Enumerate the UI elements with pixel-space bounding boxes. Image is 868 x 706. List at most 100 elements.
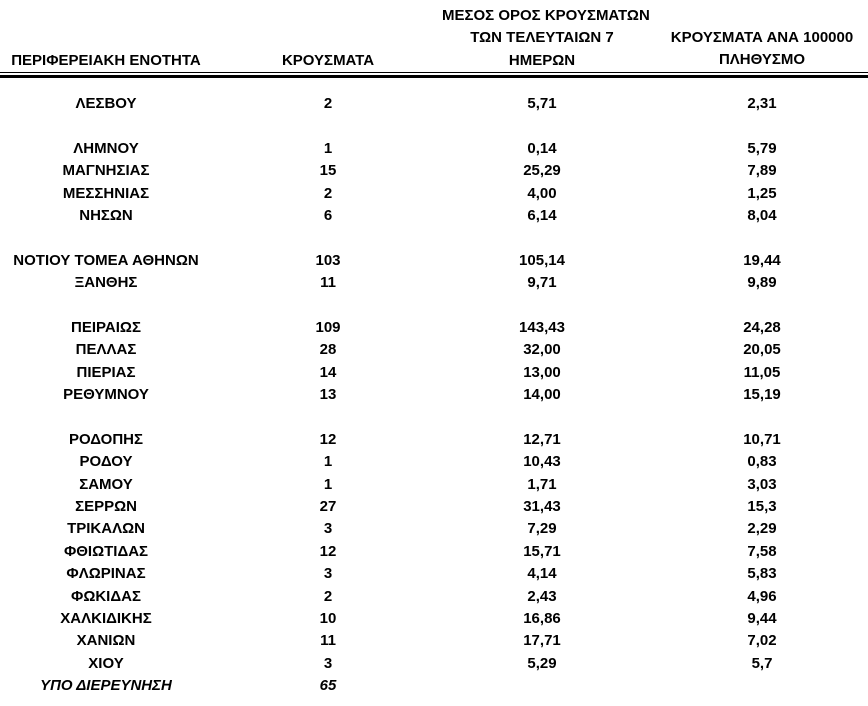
avg7-cell: 4,14 (527, 565, 557, 583)
avg7-cell: 105,14 (519, 251, 565, 269)
avg7-cell: 16,86 (523, 609, 561, 627)
per100k-cell: 9,44 (747, 609, 777, 627)
per100k-cell: 4,96 (747, 587, 777, 605)
table-row: ΜΑΓΝΗΣΙΑΣ 15 25,29 7,89 (0, 160, 868, 182)
cases-cell: 103 (315, 251, 341, 269)
cases-cell: 3 (323, 565, 333, 583)
per100k-cell: 5,79 (747, 139, 777, 157)
avg7-cell: 17,71 (523, 632, 561, 650)
cases-cell: 2 (323, 184, 333, 202)
cases-cell: 1 (323, 475, 333, 493)
avg7-cell: 0,14 (527, 139, 557, 157)
cases-cell: 6 (323, 206, 333, 224)
region-name-cell: ΦΩΚΙΔΑΣ (71, 587, 141, 605)
avg7-cell: 4,00 (527, 184, 557, 202)
region-name-cell: ΜΕΣΣΗΝΙΑΣ (62, 184, 150, 202)
region-name-cell: ΧΑΛΚΙΔΙΚΗΣ (60, 609, 152, 627)
region-name-cell: ΤΡΙΚΑΛΩΝ (67, 520, 145, 538)
per100k-cell: 24,28 (743, 318, 781, 336)
avg7-cell: 10,43 (523, 453, 561, 471)
table-row: ΝΟΤΙΟΥ ΤΟΜΕΑ ΑΘΗΝΩΝ 103 105,14 19,44 (0, 250, 868, 272)
per100k-cell (662, 675, 862, 697)
region-name-cell: ΡΟΔΟΥ (79, 453, 133, 471)
header-7day-average-line3: ΗΜΕΡΩΝ (508, 51, 576, 69)
per100k-cell: 10,71 (743, 430, 781, 448)
region-name-cell: ΧΙΟΥ (88, 654, 124, 672)
cases-cell: 3 (323, 654, 333, 672)
table-row: ΛΗΜΝΟΥ 1 0,14 5,79 (0, 138, 868, 160)
region-name-cell: ΠΕΛΛΑΣ (75, 341, 137, 359)
table-row: ΦΘΙΩΤΙΔΑΣ 12 15,71 7,58 (0, 541, 868, 563)
cases-cell: 11 (320, 274, 336, 292)
per100k-cell: 11,05 (743, 363, 781, 381)
table-row: ΤΡΙΚΑΛΩΝ 3 7,29 2,29 (0, 518, 868, 540)
region-name-cell: ΣΕΡΡΩΝ (75, 498, 137, 516)
cases-cell: 15 (319, 162, 337, 180)
table-row: ΠΕΙΡΑΙΩΣ 109 143,43 24,28 (0, 317, 868, 339)
table-row: ΦΛΩΡΙΝΑΣ 3 4,14 5,83 (0, 563, 868, 585)
header-7day-average-line2: ΤΩΝ ΤΕΛΕΥΤΑΙΩΝ 7 (470, 29, 614, 47)
per100k-cell: 7,02 (747, 632, 777, 650)
table-row: ΧΙΟΥ 3 5,29 5,7 (0, 653, 868, 675)
table-row: ΡΕΘΥΜΝΟΥ 13 14,00 15,19 (0, 384, 868, 406)
table-row: ΡΟΔΟΠΗΣ 12 12,71 10,71 (0, 429, 868, 451)
blank-spacer-row (0, 295, 868, 317)
cases-cell: 14 (319, 363, 337, 381)
avg7-cell: 13,00 (523, 363, 561, 381)
table-header: ΠΕΡΙΦΕΡΕΙΑΚΗ ΕΝΟΤΗΤΑ ΚΡΟΥΣΜΑΤΑ ΜΕΣΟΣ ΟΡΟ… (0, 0, 868, 72)
header-cases-per-100000-line1: ΚΡΟΥΣΜΑΤΑ ΑΝΑ 100000 (670, 29, 854, 46)
per100k-cell: 0,83 (747, 453, 777, 471)
per100k-cell: 20,05 (743, 341, 781, 359)
blank-spacer-row (0, 227, 868, 249)
region-name-cell: ΠΙΕΡΙΑΣ (76, 363, 136, 381)
blank-spacer-row (0, 406, 868, 428)
region-name-cell: ΥΠΟ ΔΙΕΡΕΥΝΗΣΗ (40, 677, 172, 695)
per100k-cell: 3,03 (747, 475, 777, 493)
cases-cell: 2 (323, 95, 333, 112)
per100k-cell: 5,7 (751, 654, 773, 672)
region-name-cell: ΠΕΙΡΑΙΩΣ (71, 318, 141, 336)
avg7-cell: 14,00 (523, 386, 561, 404)
region-name-cell: ΡΟΔΟΠΗΣ (69, 430, 143, 448)
header-divider-rule (0, 72, 868, 78)
region-name-cell: ΦΛΩΡΙΝΑΣ (66, 565, 146, 583)
region-name-cell: ΧΑΝΙΩΝ (76, 632, 136, 650)
avg7-cell: 9,71 (527, 274, 557, 292)
blank-spacer-row (0, 115, 868, 137)
table-row: ΛΕΣΒΟΥ 2 5,71 2,31 (0, 93, 868, 115)
avg7-cell: 2,43 (527, 587, 557, 605)
avg7-cell: 15,71 (523, 542, 561, 560)
cases-cell: 109 (315, 318, 341, 336)
avg7-cell: 143,43 (519, 318, 565, 336)
table-row: ΜΕΣΣΗΝΙΑΣ 2 4,00 1,25 (0, 183, 868, 205)
cases-cell: 28 (319, 341, 337, 359)
header-cases: ΚΡΟΥΣΜΑΤΑ (281, 52, 375, 69)
per100k-cell: 2,29 (747, 520, 777, 538)
table-row: ΞΑΝΘΗΣ 11 9,71 9,89 (0, 272, 868, 294)
region-name-cell: ΣΑΜΟΥ (79, 475, 133, 493)
avg7-cell: 12,71 (523, 430, 561, 448)
table-row: ΣΑΜΟΥ 1 1,71 3,03 (0, 474, 868, 496)
avg7-cell: 5,71 (527, 95, 557, 112)
table-row: ΣΕΡΡΩΝ 27 31,43 15,3 (0, 496, 868, 518)
avg7-cell: 1,71 (527, 475, 557, 493)
region-name-cell: ΛΗΜΝΟΥ (73, 139, 139, 157)
avg7-cell: 32,00 (523, 341, 561, 359)
per100k-cell: 2,31 (747, 95, 777, 112)
cases-cell: 12 (319, 542, 337, 560)
region-name-cell: ΦΘΙΩΤΙΔΑΣ (63, 542, 149, 560)
per100k-cell: 15,19 (743, 386, 781, 404)
per100k-cell: 15,3 (747, 498, 777, 516)
region-name-cell: ΝΗΣΩΝ (79, 206, 133, 224)
avg7-cell: 6,14 (527, 206, 557, 224)
per100k-cell: 19,44 (743, 251, 781, 269)
avg7-cell: 31,43 (523, 498, 561, 516)
cases-cell: 12 (319, 430, 337, 448)
table-body: ΛΕΣΒΟΥ 2 5,71 2,31 ΛΗΜΝΟΥ 1 0,14 5,79 ΜΑΓΝΗΣΙΑΣ 1… (0, 78, 868, 698)
table-row: ΦΩΚΙΔΑΣ 2 2,43 4,96 (0, 586, 868, 608)
per100k-cell: 7,89 (747, 162, 777, 180)
header-7day-average: ΜΕΣΟΣ ΟΡΟΣ ΚΡΟΥΣΜΑΤΩΝ ΤΩΝ ΤΕΛΕΥΤΑΙΩΝ 7 Η… (442, 5, 650, 72)
per100k-cell: 5,83 (747, 565, 777, 583)
cases-cell: 1 (323, 453, 333, 471)
